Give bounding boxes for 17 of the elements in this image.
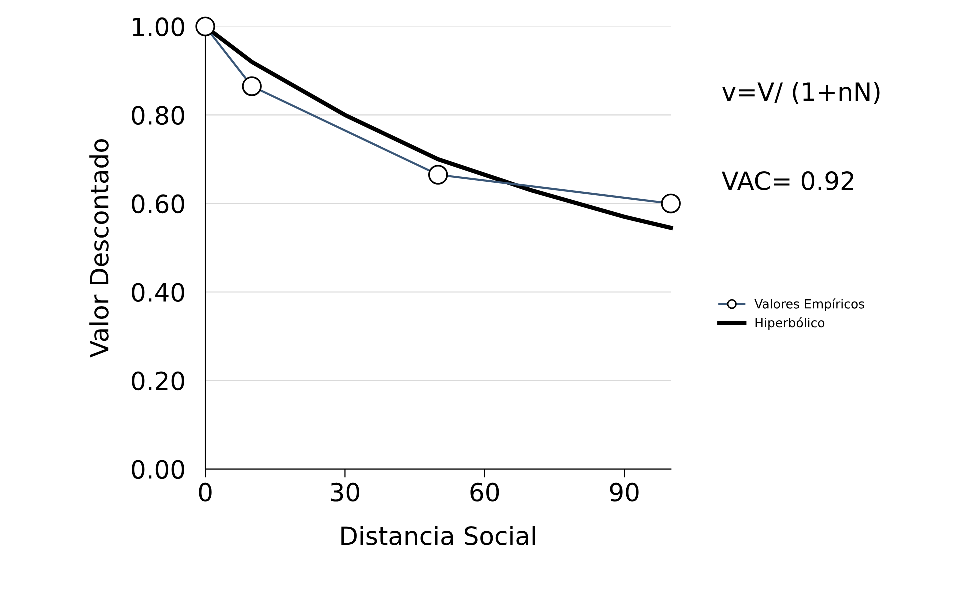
x-axis-title: Distancia Social bbox=[342, 526, 536, 546]
y-tick-label: 0.80 bbox=[132, 106, 184, 126]
legend-label: Valores Empíricos bbox=[754, 298, 865, 312]
x-tick-label: 90 bbox=[610, 482, 639, 502]
text: v=V/ (1+nN) bbox=[722, 82, 880, 104]
y-axis-title: Valor Descontado bbox=[90, 139, 109, 358]
text: VAC= 0.92 bbox=[722, 172, 854, 190]
y-tick-label: 1.00 bbox=[133, 18, 184, 37]
legend-label: Hiperbólico bbox=[756, 318, 825, 330]
y-tick-label: 0.20 bbox=[132, 372, 184, 391]
y-tick-label: 0.00 bbox=[132, 460, 184, 480]
y-tick-label: 0.60 bbox=[132, 194, 184, 214]
y-tick-label: 0.40 bbox=[132, 283, 184, 302]
point bbox=[196, 16, 216, 37]
x-tick-label: 0 bbox=[199, 482, 212, 502]
x-tick-label: 30 bbox=[331, 482, 360, 502]
x-tick-label: 60 bbox=[470, 482, 500, 502]
